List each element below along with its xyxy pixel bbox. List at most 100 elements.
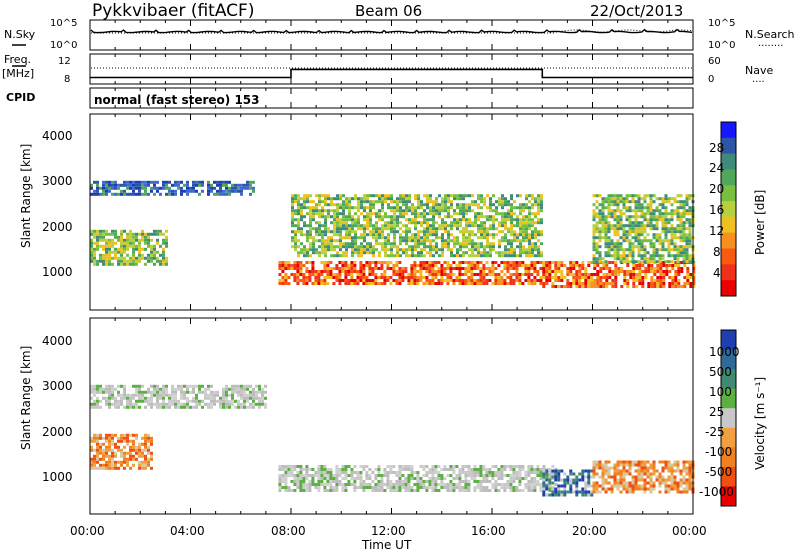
data-cell [441,251,444,255]
data-cell [105,396,108,400]
data-cell [393,218,396,222]
data-cell [667,245,671,249]
data-cell [434,477,438,480]
data-cell [515,279,519,282]
data-cell [419,483,423,486]
data-cell [522,221,525,225]
data-cell [486,242,489,246]
data-cell [676,466,680,470]
data-cell [435,212,438,216]
data-cell [676,254,680,258]
data-cell [111,183,114,187]
data-cell [378,209,381,213]
data-cell [156,402,159,406]
data-cell [652,236,656,240]
data-cell [120,235,123,239]
data-cell [162,232,165,236]
data-cell [296,486,300,489]
data-cell [135,183,138,187]
data-cell [302,480,306,483]
data-cell [540,254,543,258]
data-cell [518,480,522,483]
data-cell [132,259,135,263]
data-cell [380,267,384,270]
data-cell [374,474,378,477]
data-cell [425,267,429,270]
data-cell [441,242,444,246]
data-cell [249,402,252,406]
data-cell [495,233,498,237]
data-cell [679,218,683,222]
data-cell [498,203,501,207]
data-cell [323,474,327,477]
data-cell [604,197,608,201]
data-cell [643,200,647,204]
data-cell [452,489,456,492]
velocity-colorbar-label: Velocity [m s⁻¹] [753,377,767,470]
data-cell [357,254,360,258]
data-cell [255,390,258,394]
data-cell [447,224,450,228]
data-cell [468,203,471,207]
data-cell [662,285,666,288]
data-cell [180,387,183,391]
colorbar-swatch [721,137,736,155]
data-cell [297,230,300,234]
data-cell [420,215,423,219]
data-cell [646,257,650,261]
data-cell [147,244,150,248]
data-cell [105,192,108,196]
data-cell [664,197,668,201]
vel-cb-tick-100: 100 [709,385,732,399]
data-cell [129,439,132,443]
data-cell [96,232,99,236]
data-cell [498,242,501,246]
data-cell [228,393,231,397]
data-cell [519,212,522,216]
data-cell [234,390,237,394]
data-cell [527,270,531,273]
data-cell [482,279,486,282]
data-cell [510,206,513,210]
data-cell [640,242,644,246]
data-cell [554,267,558,270]
data-cell [596,276,600,279]
data-cell [595,257,599,261]
data-cell [462,239,465,243]
data-cell [410,282,414,285]
data-cell [414,218,417,222]
data-cell [682,478,686,482]
data-cell [428,279,432,282]
data-cell [341,261,345,264]
data-cell [422,267,426,270]
data-cell [374,267,378,270]
data-cell [378,242,381,246]
data-cell [482,465,486,468]
data-cell [222,396,225,400]
data-cell [432,248,435,252]
data-cell [492,221,495,225]
data-cell [689,285,693,288]
data-cell [123,229,126,233]
data-cell [525,203,528,207]
data-cell [308,489,312,492]
data-cell [641,285,645,288]
data-cell [330,254,333,258]
data-cell [440,267,444,270]
data-cell [330,239,333,243]
data-cell [345,236,348,240]
data-cell [661,200,665,204]
data-cell [665,270,669,273]
data-cell [96,259,99,263]
data-cell [477,203,480,207]
data-cell [595,215,599,219]
data-cell [338,468,342,471]
data-cell [479,480,483,483]
data-cell [503,264,507,267]
data-cell [363,194,366,198]
data-cell [305,468,309,471]
data-cell [312,248,315,252]
data-cell [616,230,620,234]
data-cell [396,215,399,219]
data-cell [339,203,342,207]
